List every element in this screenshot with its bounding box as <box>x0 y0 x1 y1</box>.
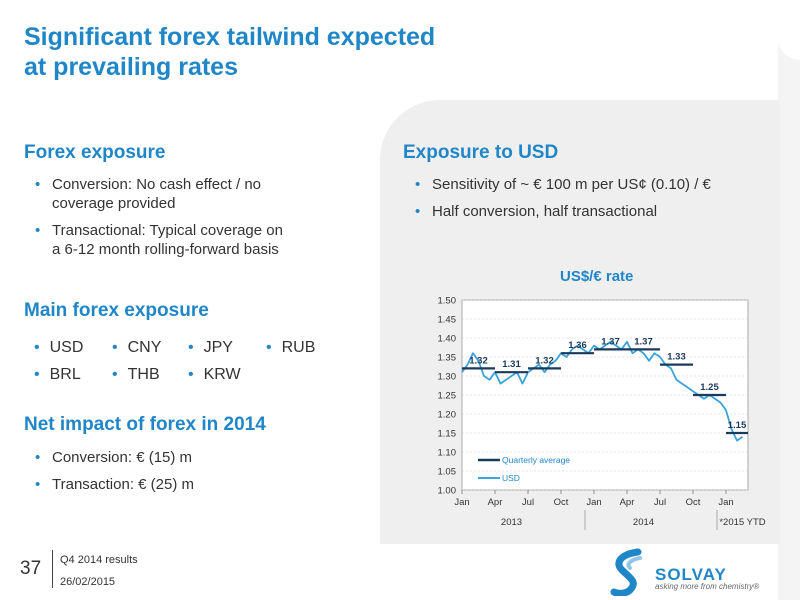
usd-series-line <box>461 340 744 442</box>
net-impact-list: Conversion: € (15) m Transaction: € (25)… <box>32 448 352 502</box>
x-group-label: 2013 <box>501 517 522 528</box>
currency-thb: THB <box>112 366 160 384</box>
exposure-usd-list: Sensitivity of ~ € 100 m per US¢ (0.10) … <box>412 175 772 229</box>
x-tick-label: Apr <box>488 497 503 508</box>
y-tick-label: 1.20 <box>438 410 457 421</box>
x-tick-label: Jul <box>522 497 534 508</box>
x-group-label: 2014 <box>633 517 654 528</box>
quarterly-average-label: 1.37 <box>634 336 653 347</box>
y-tick-label: 1.10 <box>438 448 457 459</box>
page-number: 37 <box>20 558 42 579</box>
y-tick-label: 1.30 <box>438 372 457 383</box>
x-tick-label: Oct <box>554 497 569 508</box>
quarterly-average-label: 1.32 <box>469 355 488 366</box>
logo-tagline: asking more from chemistry® <box>655 582 760 591</box>
list-item: Conversion: No cash effect / no coverage… <box>32 175 352 213</box>
y-tick-label: 1.05 <box>438 467 457 478</box>
x-tick-label: Oct <box>686 497 701 508</box>
y-tick-label: 1.35 <box>438 353 457 364</box>
forex-exposure-list: Conversion: No cash effect / no coverage… <box>32 175 352 267</box>
chart-title: US$/€ rate <box>560 268 634 285</box>
legend-quarterly-label: Quarterly average <box>502 455 570 465</box>
currency-krw: KRW <box>188 366 241 384</box>
slide-title: Significant forex tailwind expected at p… <box>24 22 544 82</box>
currency-cny: CNY <box>112 339 162 357</box>
slide-title-line-1: Significant forex tailwind expected <box>24 23 436 51</box>
quarterly-average-label: 1.33 <box>667 352 686 363</box>
currency-usd: USD <box>34 339 84 357</box>
list-item: Transactional: Typical coverage on a 6-1… <box>32 221 352 259</box>
y-tick-label: 1.00 <box>438 486 457 497</box>
currency-brl: BRL <box>34 366 81 384</box>
list-item: Sensitivity of ~ € 100 m per US¢ (0.10) … <box>412 175 772 194</box>
list-item: Transaction: € (25) m <box>32 475 352 494</box>
quarterly-average-label: 1.15 <box>728 420 747 431</box>
main-exposure-heading: Main forex exposure <box>24 300 209 321</box>
exposure-usd-heading: Exposure to USD <box>403 142 559 163</box>
forex-exposure-heading: Forex exposure <box>24 142 166 163</box>
footer-date: 26/02/2015 <box>60 576 116 588</box>
usd-eur-rate-chart: 1.00 1.05 1.10 1.15 1.20 1.25 1.30 1.35 1.40 1.45… <box>438 296 766 530</box>
x-tick-label: Apr <box>620 497 635 508</box>
quarterly-average-label: 1.36 <box>568 340 587 351</box>
x-tick-label: Jan <box>586 497 601 508</box>
currency-rub: RUB <box>266 339 316 357</box>
quarterly-average-label: 1.31 <box>502 359 521 370</box>
quarterly-average-label: 1.37 <box>601 336 620 347</box>
slide-title-line-2: at prevailing rates <box>24 53 238 81</box>
x-tick-label: Jul <box>654 497 666 508</box>
quarterly-average-label: 1.25 <box>700 382 719 393</box>
x-group-label: *2015 YTD <box>719 517 765 528</box>
x-tick-label: Jan <box>454 497 469 508</box>
x-tick-label: Jan <box>718 497 733 508</box>
y-tick-label: 1.45 <box>438 315 457 326</box>
right-edge-decoration <box>778 0 800 600</box>
y-tick-label: 1.25 <box>438 391 457 402</box>
footer-divider <box>52 550 53 588</box>
quarterly-average-label: 1.32 <box>535 355 554 366</box>
legend-usd-label: USD <box>502 473 520 483</box>
currency-jpy: JPY <box>188 339 233 357</box>
footer-report-title: Q4 2014 results <box>60 554 138 566</box>
logo-wordmark: SOLVAY <box>655 565 727 584</box>
list-item: Conversion: € (15) m <box>32 448 352 467</box>
y-tick-label: 1.15 <box>438 429 457 440</box>
list-item: Half conversion, half transactional <box>412 202 772 221</box>
solvay-logo-icon <box>610 548 642 596</box>
y-tick-label: 1.50 <box>438 296 457 307</box>
y-tick-label: 1.40 <box>438 334 457 345</box>
net-impact-heading: Net impact of forex in 2014 <box>24 414 266 435</box>
